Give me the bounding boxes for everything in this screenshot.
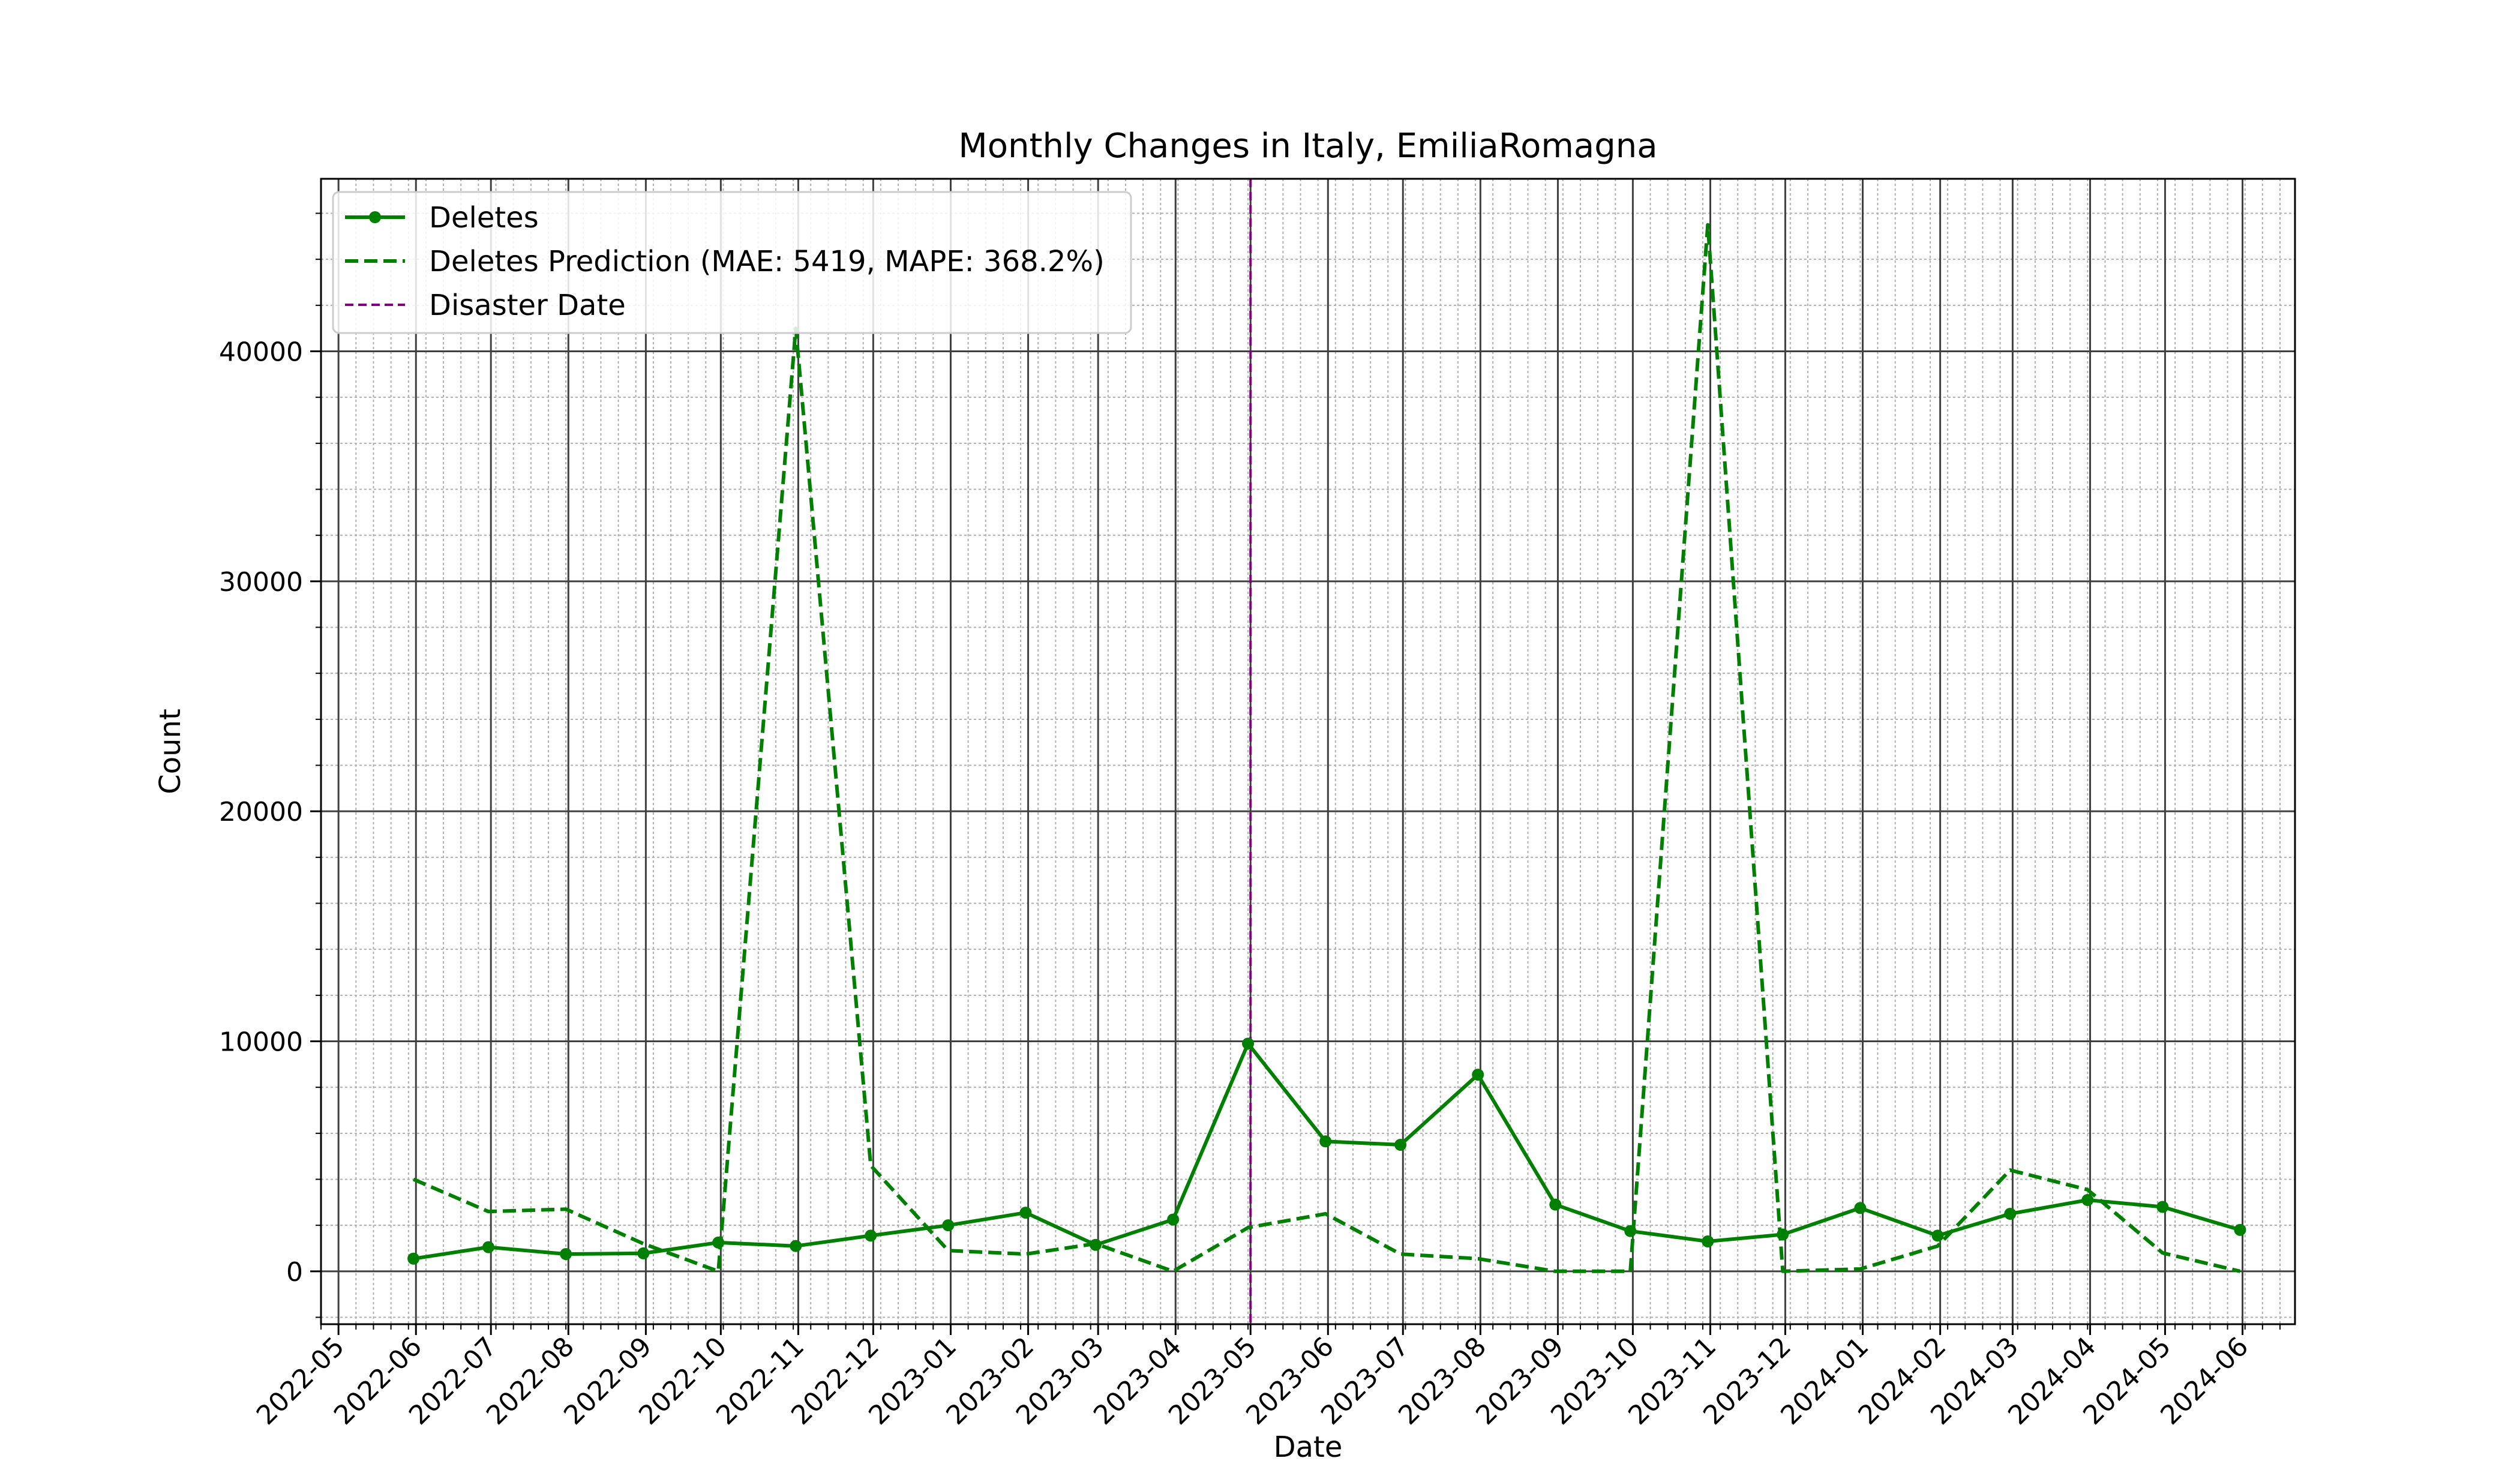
deletes-point — [2234, 1223, 2246, 1236]
chart-title: Monthly Changes in Italy, EmiliaRomagna — [958, 127, 1657, 166]
plot-frame — [320, 178, 2296, 1325]
y-tick-label: 10000 — [219, 1027, 303, 1058]
deletes-point — [2081, 1194, 2094, 1206]
deletes-point — [637, 1247, 650, 1259]
deletes-point — [482, 1241, 495, 1253]
deletes-point — [2004, 1208, 2017, 1220]
deletes-point — [1394, 1139, 1407, 1151]
y-tick-label: 40000 — [219, 337, 303, 368]
deletes-point — [1167, 1213, 1180, 1226]
legend-marker — [369, 211, 381, 223]
y-tick-label: 0 — [286, 1257, 303, 1288]
deletes-point — [407, 1252, 420, 1265]
minor-grid — [320, 179, 2295, 1324]
deletes-point — [1854, 1202, 1867, 1214]
deletes-point — [1019, 1207, 1032, 1219]
deletes-point — [2156, 1201, 2169, 1213]
y-tick-label: 30000 — [219, 567, 303, 598]
deletes-point — [1549, 1198, 1562, 1211]
prediction-line — [412, 223, 2241, 1273]
legend-label: Deletes — [429, 201, 539, 235]
deletes-point — [1702, 1235, 1714, 1247]
deletes-point — [865, 1229, 877, 1242]
deletes-point — [1472, 1069, 1484, 1081]
y-tick-label: 20000 — [219, 797, 303, 827]
deletes-point — [790, 1240, 802, 1252]
legend-label: Deletes Prediction (MAE: 5419, MAPE: 368… — [429, 245, 1105, 278]
plot-background — [321, 179, 2295, 1324]
deletes-point — [560, 1248, 572, 1261]
deletes-point — [1319, 1135, 1332, 1148]
legend-label: Disaster Date — [429, 289, 626, 322]
deletes-point — [1242, 1037, 1255, 1050]
y-axis-label: Count — [154, 709, 187, 794]
legend: Deletes Deletes Prediction (MAE: 5419, MA… — [332, 191, 1132, 334]
x-axis-label: Date — [1274, 1430, 1343, 1464]
legend-box — [332, 191, 1132, 334]
deletes-point — [942, 1219, 955, 1232]
deletes-point — [1931, 1229, 1944, 1242]
series-layer — [407, 223, 2246, 1273]
